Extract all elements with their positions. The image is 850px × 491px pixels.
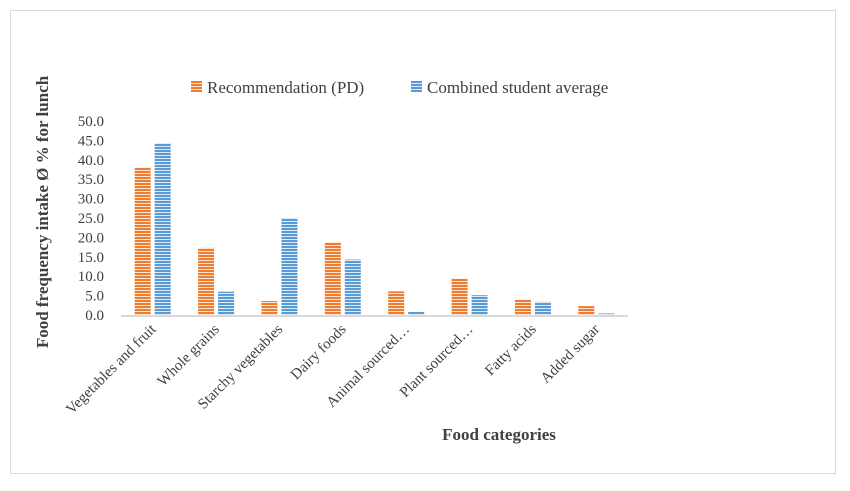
legend: Recommendation (PD) Combined student aver… [191,78,608,97]
bar-student-average [534,301,551,315]
legend-swatch [191,81,202,92]
bar-student-average [154,143,171,315]
y-tick-label: 40.0 [78,153,104,169]
y-axis-title: Food frequency intake Ø % for lunch [33,75,52,348]
bar-student-average [408,311,425,315]
bar-student-average [344,259,361,315]
y-tick-label: 10.0 [78,269,104,285]
legend-swatch [411,81,422,92]
legend-label: Recommendation (PD) [207,78,364,97]
x-tick-label: Vegetables and fruit [63,321,160,418]
bar-recommendation [578,306,595,315]
bar-recommendation [451,278,468,315]
bar-recommendation [324,242,341,315]
y-tick-label: 50.0 [78,114,104,130]
y-tick-label: 5.0 [85,289,104,305]
y-tick-label: 25.0 [78,211,104,227]
y-tick-label: 20.0 [78,230,104,246]
bar-recommendation [514,299,531,315]
bars [134,143,615,315]
bar-recommendation [134,167,151,315]
bar-student-average [281,218,298,315]
bar-recommendation [388,291,405,315]
y-tick-label: 35.0 [78,172,104,188]
x-tick-label: Fatty acids [482,321,540,379]
legend-label: Combined student average [427,78,608,97]
bar-student-average [218,291,235,315]
x-tick-label: Whole grains [155,321,223,389]
x-tick-label: Dairy foods [288,321,350,383]
x-axis-title: Food categories [442,425,556,444]
bar-recommendation [198,247,215,315]
y-tick-label: 15.0 [78,250,104,266]
y-tick-label: 30.0 [78,192,104,208]
y-tick-label: 45.0 [78,133,104,149]
bar-recommendation [261,301,278,315]
y-tick-label: 0.0 [85,308,104,324]
x-tick-label: Added sugar [538,322,603,387]
bar-student-average [471,295,488,315]
bar-student-average [598,313,615,315]
y-axis-ticks: 0.0 5.0 10.0 15.0 20.0 25.0 30.0 35.0 40.0 45.0 50… [78,114,104,324]
